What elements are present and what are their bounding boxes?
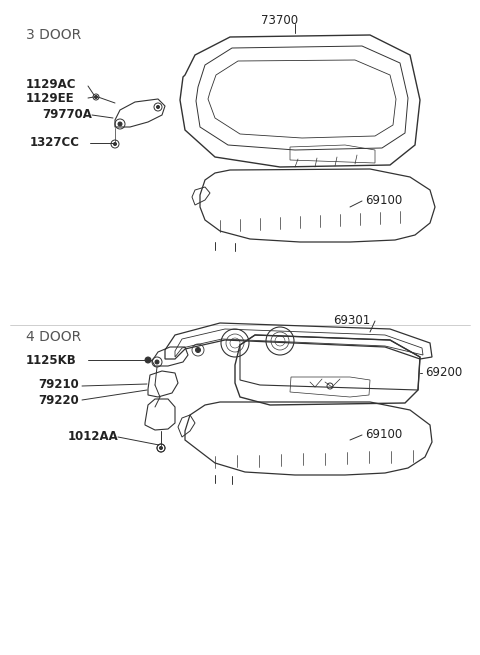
Circle shape [95, 96, 97, 98]
Circle shape [156, 105, 159, 109]
Circle shape [145, 357, 151, 363]
Text: 79210: 79210 [38, 379, 79, 392]
Text: 4 DOOR: 4 DOOR [26, 330, 81, 344]
Text: 1129EE: 1129EE [26, 92, 74, 105]
Text: 69200: 69200 [425, 367, 462, 379]
Text: 1129AC: 1129AC [26, 79, 76, 92]
Text: 69100: 69100 [365, 428, 402, 441]
Circle shape [195, 348, 201, 352]
Circle shape [155, 360, 159, 364]
Circle shape [113, 143, 117, 145]
Text: 69301: 69301 [333, 314, 370, 326]
Text: 73700: 73700 [262, 14, 299, 28]
Circle shape [159, 447, 163, 449]
Text: 69100: 69100 [365, 195, 402, 208]
Text: 3 DOOR: 3 DOOR [26, 28, 81, 42]
Circle shape [118, 122, 122, 126]
Text: 1012AA: 1012AA [68, 430, 119, 443]
Text: 1125KB: 1125KB [26, 354, 77, 367]
Text: 79770A: 79770A [42, 109, 92, 121]
Text: 1327CC: 1327CC [30, 136, 80, 149]
Text: 79220: 79220 [38, 394, 79, 407]
